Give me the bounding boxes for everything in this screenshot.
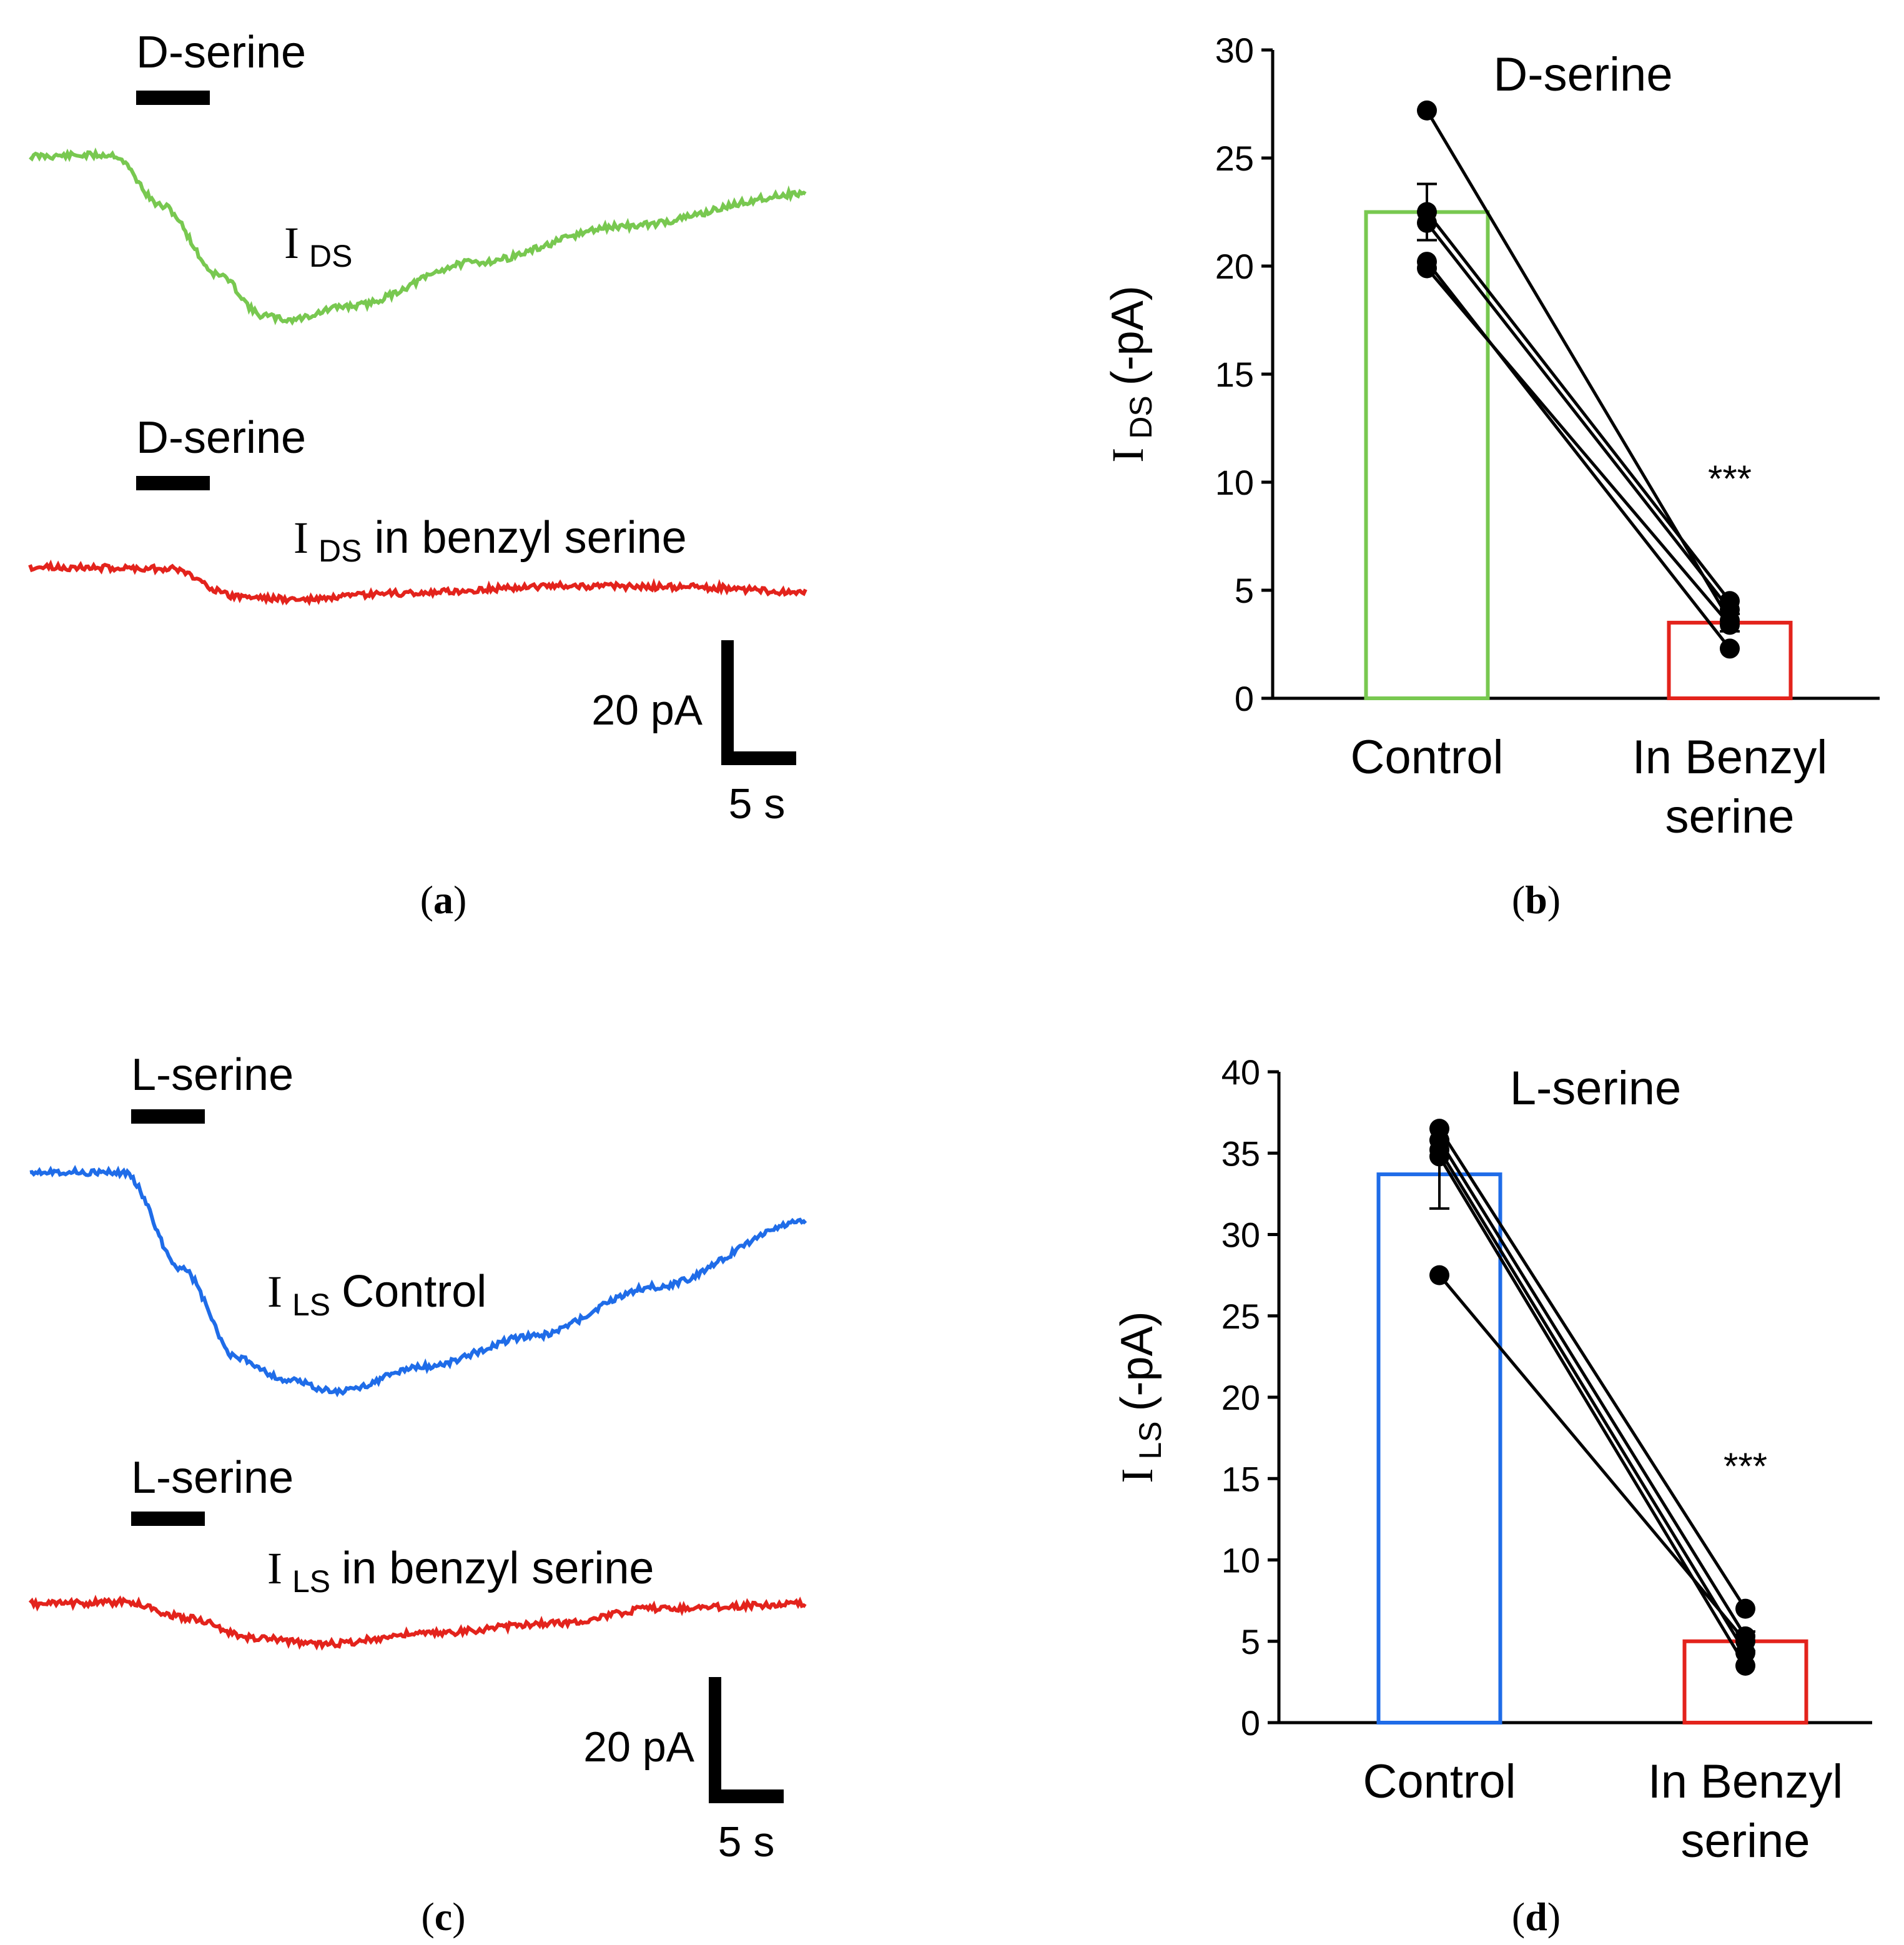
paired-line (1438, 1149, 1747, 1654)
paired-line (1438, 1156, 1747, 1667)
significance-marker: *** (1708, 458, 1752, 500)
drug-application-bar (136, 91, 210, 105)
current-label: I LS Control (267, 1267, 486, 1322)
category-label: Control (1351, 731, 1504, 784)
chart-title: L-serine (1510, 1062, 1682, 1115)
category-label: serine (1665, 790, 1795, 843)
scale-bar: 20 pA 5 s (583, 1677, 784, 1866)
panel-label: (c) (421, 1894, 465, 1939)
y-tick-label: 30 (1221, 1215, 1260, 1255)
y-tick-label: 40 (1221, 1052, 1260, 1092)
category-label: In Benzyl (1648, 1755, 1843, 1808)
current-label: I DS (284, 218, 352, 274)
y-tick-label: 25 (1215, 139, 1254, 178)
bar (1376, 1172, 1502, 1725)
paired-line (1438, 1127, 1747, 1610)
panel-c: L-serine I LS Control L-serine I LS in benzy… (28, 1050, 807, 1939)
data-point-benzyl (1720, 615, 1740, 635)
chart-d-serine: 0 5 10 15 20 25 30 IDS(-pA) D-serine Control In Be… (1103, 31, 1880, 843)
y-tick-label: 5 (1235, 571, 1254, 610)
y-tick-label: 35 (1221, 1134, 1260, 1173)
current-trace-benzyl (28, 559, 807, 606)
paired-line (1438, 1139, 1747, 1638)
panel-label: (b) (1512, 878, 1561, 922)
significance-marker: *** (1724, 1445, 1767, 1487)
y-axis-label: ILS(-pA) (1112, 1311, 1168, 1483)
y-tick-label: 10 (1221, 1541, 1260, 1580)
y-tick-label: 5 (1241, 1622, 1260, 1661)
data-point-benzyl (1735, 1631, 1755, 1651)
drug-label: L-serine (131, 1050, 293, 1100)
paired-line (1426, 222, 1731, 611)
panel-label: (a) (420, 878, 467, 922)
data-point-benzyl (1720, 600, 1740, 620)
panel-a: D-serine I DS D-serine I DS in benzyl serin… (28, 27, 807, 922)
data-point-benzyl (1735, 1655, 1755, 1676)
y-tick-label: 0 (1235, 679, 1254, 718)
chart-title: D-serine (1493, 48, 1672, 101)
data-point-control (1417, 212, 1437, 233)
y-tick-label: 20 (1221, 1378, 1260, 1417)
y-tick-label: 15 (1215, 355, 1254, 394)
y-tick-label: 0 (1241, 1703, 1260, 1743)
scale-y-label: 20 pA (591, 686, 703, 734)
scale-x-label: 5 s (729, 780, 786, 828)
drug-label: D-serine (136, 413, 306, 463)
panel-label: (d) (1512, 1894, 1561, 1939)
drug-application-bar (136, 476, 210, 490)
data-point-control (1417, 258, 1437, 279)
y-axis-label: IDS(-pA) (1103, 285, 1158, 462)
category-label: Control (1363, 1755, 1516, 1808)
data-point-benzyl (1735, 1598, 1755, 1619)
chart-l-serine: 0 5 10 15 20 25 30 35 40 ILS(-pA) L-serine Control I… (1112, 1052, 1872, 1868)
category-label: In Benzyl (1632, 731, 1828, 784)
current-label: I LS in benzyl serine (267, 1543, 654, 1599)
category-label: serine (1681, 1814, 1810, 1868)
y-tick-label: 20 (1215, 247, 1254, 286)
drug-label: L-serine (131, 1453, 293, 1503)
drug-application-bar (131, 1109, 205, 1124)
y-tick-label: 15 (1221, 1459, 1260, 1498)
current-label: I DS in benzyl serine (293, 513, 687, 568)
data-point-control (1429, 1146, 1449, 1167)
y-tick-label: 25 (1221, 1297, 1260, 1336)
drug-application-bar (131, 1512, 205, 1526)
bar (1364, 210, 1490, 700)
paired-line (1426, 210, 1731, 602)
y-tick-label: 10 (1215, 463, 1254, 502)
data-point-control (1417, 100, 1437, 121)
data-point-control (1429, 1265, 1449, 1285)
y-tick-label: 30 (1215, 31, 1254, 70)
scale-x-label: 5 s (718, 1818, 775, 1866)
current-trace-control (29, 1164, 807, 1398)
paired-line (1426, 267, 1731, 626)
scale-bar: 20 pA 5 s (591, 640, 796, 828)
paired-line (1438, 1274, 1747, 1643)
scale-y-label: 20 pA (583, 1723, 694, 1771)
current-trace-control (29, 147, 807, 326)
drug-label: D-serine (136, 27, 306, 77)
data-point-benzyl (1720, 638, 1740, 659)
current-trace-benzyl (28, 1595, 807, 1651)
